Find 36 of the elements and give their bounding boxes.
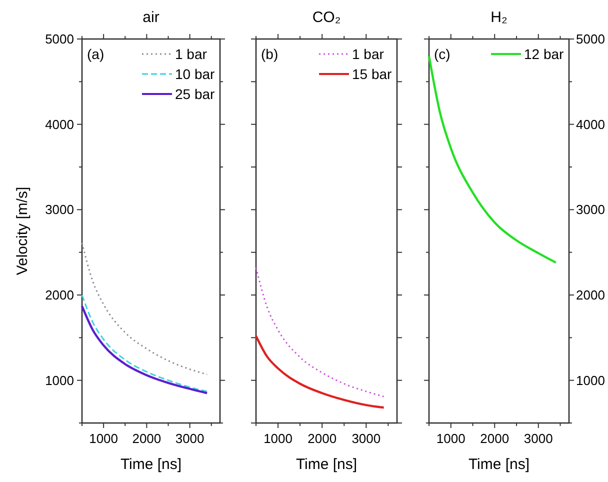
y-tick-label: 5000 [45, 32, 74, 46]
y-axis-title: Velocity [m/s] [14, 186, 31, 276]
y2-tick-label: 5000 [576, 32, 605, 46]
y-tick-label: 4000 [45, 116, 74, 132]
y-tick-label: 1000 [45, 372, 74, 388]
x-tick-label: 3000 [352, 431, 381, 446]
annotation: (a) [87, 46, 104, 62]
annotation: (b) [261, 46, 278, 62]
x-axis-title: Time [ns] [120, 456, 182, 473]
x-tick-label: 1000 [436, 431, 466, 446]
chart-title: CO₂ [312, 9, 341, 26]
legend-label: 10 bar [175, 66, 216, 82]
x-tick-label: 3000 [175, 431, 204, 446]
y-tick-label: 2000 [45, 288, 74, 302]
x-tick-label: 2000 [132, 431, 162, 446]
chart-title: H₂ [490, 9, 508, 26]
y2-tick-label: 2000 [576, 288, 605, 302]
legend-label: 25 bar [175, 86, 216, 102]
line-series [81, 242, 208, 376]
legend-label: 1 bar [352, 46, 384, 62]
legend-label: 15 bar [352, 66, 392, 82]
legend-label: 1 bar [175, 46, 208, 62]
y2-tick-label: 3000 [576, 202, 605, 218]
legend-label: 12 bar [524, 46, 564, 62]
y2-tick-label: 4000 [576, 116, 605, 132]
chart-title: air [142, 9, 160, 26]
x-axis-title: Time [ns] [468, 456, 530, 473]
x-tick-label: 1000 [264, 431, 292, 446]
x-tick-label: 1000 [89, 431, 118, 446]
x-tick-label: 2000 [480, 431, 510, 446]
y2-tick-label: 1000 [576, 372, 605, 388]
x-tick-label: 3000 [524, 431, 553, 446]
x-axis-title: Time [ns] [296, 456, 358, 473]
annotation: (c) [434, 46, 450, 62]
y-tick-label: 3000 [45, 202, 74, 218]
x-tick-label: 2000 [308, 431, 337, 446]
